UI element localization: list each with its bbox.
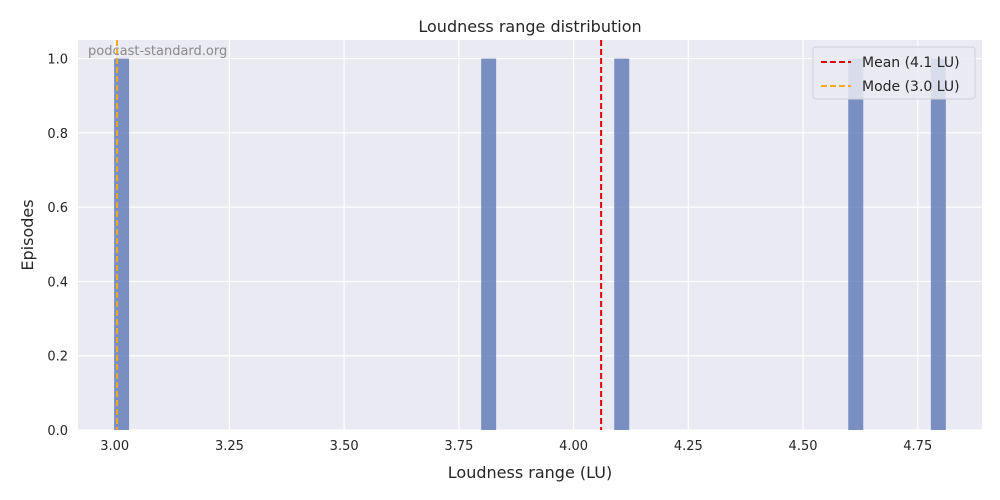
x-tick-label: 3.00: [100, 439, 129, 454]
legend-entry: Mode (3.0 LU): [862, 79, 960, 95]
histogram-bar: [481, 58, 497, 430]
legend-entry: Mean (4.1 LU): [862, 55, 960, 71]
y-axis-label: Episodes: [18, 199, 37, 270]
x-tick-label: 4.25: [674, 439, 703, 454]
chart-title: Loudness range distribution: [418, 17, 641, 36]
x-tick-label: 3.50: [330, 439, 359, 454]
y-tick-label: 0.0: [47, 424, 68, 439]
y-tick-label: 1.0: [47, 53, 68, 68]
grid: [78, 40, 982, 431]
x-tick-label: 3.25: [215, 439, 244, 454]
x-tick-label: 4.00: [559, 439, 588, 454]
x-axis-label: Loudness range (LU): [448, 463, 612, 482]
plot-area: [78, 40, 982, 430]
legend: Mean (4.1 LU) Mode (3.0 LU): [812, 46, 976, 100]
histogram-bar: [930, 58, 946, 430]
y-tick-label: 0.2: [47, 350, 68, 365]
legend-box: [812, 46, 976, 100]
watermark: podcast-standard.org: [88, 44, 227, 59]
x-axis-ticks: 3.00 3.25 3.50 3.75 4.00 4.25 4.50 4.75: [100, 439, 932, 454]
x-tick-label: 4.50: [789, 439, 818, 454]
histogram-bar: [614, 58, 630, 430]
x-tick-label: 3.75: [444, 439, 473, 454]
x-tick-label: 4.75: [903, 439, 932, 454]
reference-lines: [116, 40, 603, 430]
histogram-bar: [848, 58, 864, 430]
y-tick-label: 0.4: [47, 275, 68, 290]
y-tick-label: 0.8: [47, 127, 68, 142]
y-tick-label: 0.6: [47, 201, 68, 216]
y-axis-ticks: 0.0 0.2 0.4 0.6 0.8 1.0: [47, 53, 68, 439]
